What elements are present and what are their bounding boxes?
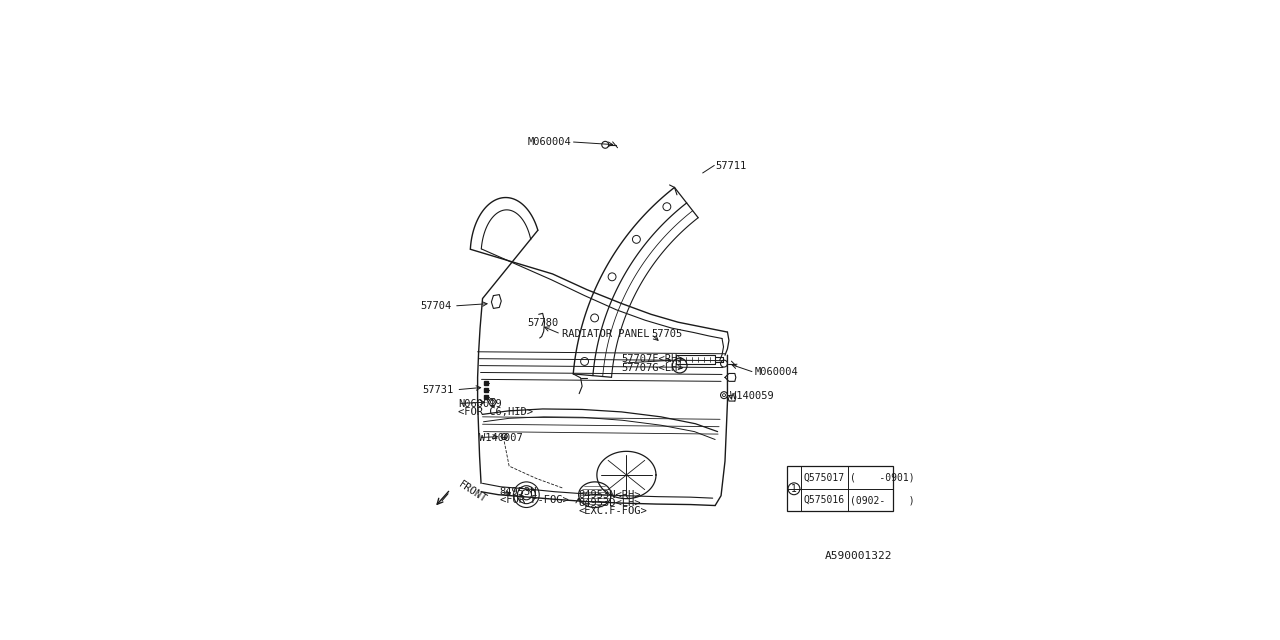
Text: N060019: N060019 <box>458 399 502 408</box>
Text: <EXC.F-FOG>: <EXC.F-FOG> <box>579 506 646 516</box>
Text: FRONT: FRONT <box>457 479 489 504</box>
Text: 84953N<RH>: 84953N<RH> <box>579 490 640 500</box>
Text: <FOR F-FOG>: <FOR F-FOG> <box>499 495 568 505</box>
Text: 84953D<LH>: 84953D<LH> <box>579 498 640 508</box>
Text: RADIATOR PANEL: RADIATOR PANEL <box>562 329 650 339</box>
Text: (0902-    ): (0902- ) <box>850 495 915 505</box>
Text: 57707F<RH>: 57707F<RH> <box>622 354 684 364</box>
Text: 57731: 57731 <box>422 385 454 395</box>
Text: M060004: M060004 <box>527 137 571 147</box>
Text: 57780: 57780 <box>527 318 558 328</box>
Bar <box>787 466 892 511</box>
Text: 57711: 57711 <box>716 161 746 170</box>
Text: (    -0901): ( -0901) <box>850 472 915 483</box>
Text: 84953H: 84953H <box>499 487 538 497</box>
Text: W140007: W140007 <box>479 433 522 442</box>
Text: <FOR C6,HID>: <FOR C6,HID> <box>458 407 532 417</box>
Text: 57705: 57705 <box>652 329 682 339</box>
Text: 57704: 57704 <box>420 301 452 311</box>
Text: Q575017: Q575017 <box>804 472 845 483</box>
Text: 1: 1 <box>791 484 797 494</box>
Text: M060004: M060004 <box>755 367 799 378</box>
Text: A590001322: A590001322 <box>826 551 892 561</box>
Text: Q575016: Q575016 <box>804 495 845 505</box>
Text: 57707G<LH>: 57707G<LH> <box>622 362 684 372</box>
Text: W140059: W140059 <box>730 391 773 401</box>
Text: 1: 1 <box>677 360 682 371</box>
